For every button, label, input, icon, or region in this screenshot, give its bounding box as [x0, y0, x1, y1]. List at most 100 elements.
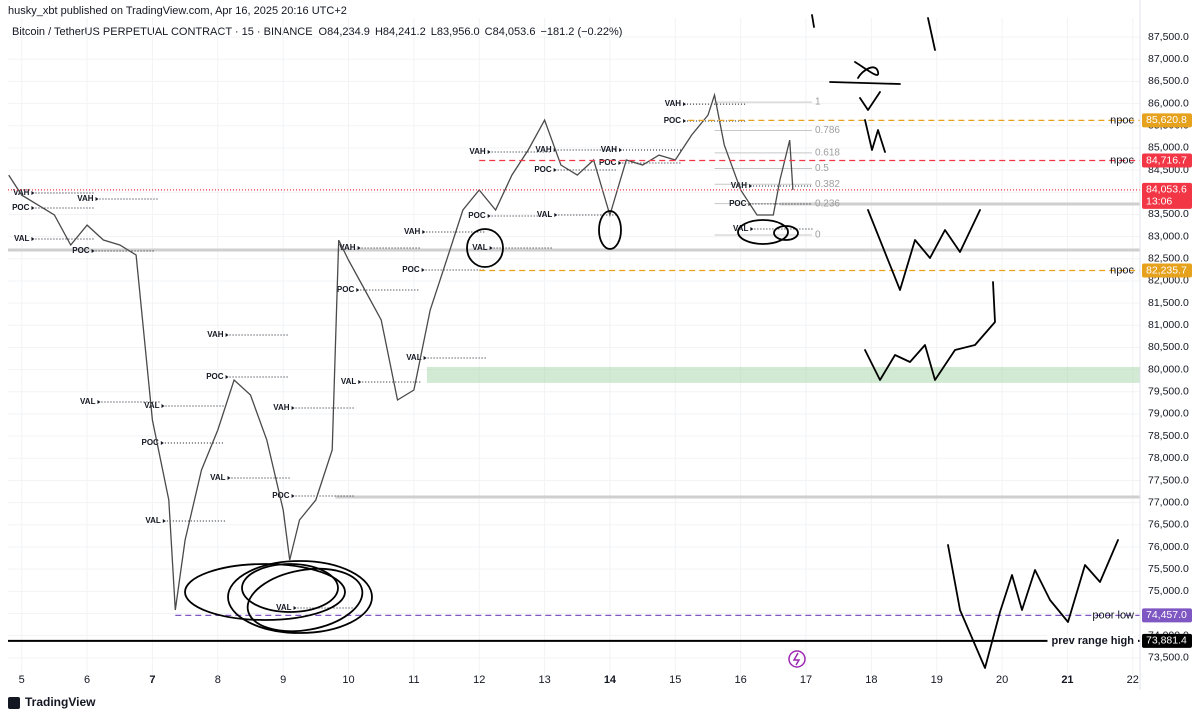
- profile-label: VAH: [404, 227, 421, 236]
- y-tick-label: 77,000.0: [1148, 496, 1189, 508]
- ohlc-key: L: [431, 26, 437, 38]
- footer: TradingView: [8, 695, 96, 709]
- y-tick-label: 82,000.0: [1148, 275, 1189, 287]
- profile-label: POC: [337, 285, 355, 294]
- level-name: prev range high: [1051, 635, 1134, 647]
- x-tick-label: 19: [931, 674, 943, 686]
- profile-label: VAL: [276, 603, 292, 612]
- countdown: 13:06: [1146, 196, 1172, 208]
- x-tick-label: 8: [215, 674, 221, 686]
- fib-label: 0.5: [815, 163, 829, 174]
- fib-label: 0.236: [815, 198, 840, 209]
- x-tick-label: 22: [1127, 674, 1139, 686]
- profile-arrow: [162, 518, 166, 523]
- price-box-label: 73,881.4: [1146, 635, 1187, 647]
- scribble: [867, 209, 981, 291]
- y-tick-label: 73,500.0: [1148, 652, 1189, 664]
- profile-arrow: [160, 441, 164, 446]
- level-name: npoc: [1110, 264, 1134, 276]
- profile-label: POC: [664, 116, 682, 125]
- profile-label: VAH: [13, 188, 30, 197]
- profile-label: VAL: [406, 353, 422, 362]
- y-tick-label: 80,500.0: [1148, 341, 1189, 353]
- y-tick-label: 83,000.0: [1148, 230, 1189, 242]
- x-tick-label: 7: [149, 674, 155, 686]
- y-tick-label: 76,500.0: [1148, 519, 1189, 531]
- y-tick-label: 75,500.0: [1148, 563, 1189, 575]
- fib-label: 0: [815, 230, 821, 241]
- scribble: [864, 281, 996, 381]
- y-tick-label: 87,000.0: [1148, 53, 1189, 65]
- fib-label: 0.382: [815, 179, 840, 190]
- profile-arrow: [553, 168, 557, 173]
- profile-label: VAL: [733, 224, 749, 233]
- profile-label: POC: [402, 265, 420, 274]
- profile-arrow: [358, 380, 362, 385]
- x-tick-label: 15: [669, 674, 681, 686]
- profile-arrow: [31, 237, 35, 242]
- y-tick-label: 81,000.0: [1148, 319, 1189, 331]
- profile-arrow: [225, 333, 229, 338]
- profile-arrow: [487, 150, 491, 155]
- scribble: [241, 563, 339, 613]
- profile-arrow: [161, 404, 165, 409]
- x-tick-label: 10: [342, 674, 354, 686]
- profile-label: POC: [534, 165, 552, 174]
- scribble: [466, 228, 504, 268]
- profile-label: VAH: [207, 330, 224, 339]
- profile-arrow: [619, 148, 623, 153]
- x-tick-label: 13: [538, 674, 550, 686]
- y-tick-label: 79,000.0: [1148, 408, 1189, 420]
- profile-arrow: [487, 214, 491, 219]
- profile-label: POC: [142, 438, 160, 447]
- profile-label: VAL: [537, 210, 553, 219]
- profile-arrow: [227, 475, 231, 480]
- profile-arrow: [683, 119, 687, 124]
- brand: TradingView: [25, 695, 96, 709]
- price-box: [1142, 608, 1192, 623]
- scribble: [947, 539, 1119, 669]
- x-tick-label: 14: [604, 674, 617, 686]
- x-tick-label: 6: [84, 674, 90, 686]
- logo: [8, 697, 20, 709]
- x-tick-label: 21: [1061, 674, 1073, 686]
- zone: [426, 366, 1140, 383]
- scribble: [773, 225, 799, 241]
- profile-arrow: [423, 356, 427, 361]
- x-tick-label: 17: [800, 674, 812, 686]
- y-tick-label: 79,500.0: [1148, 386, 1189, 398]
- scribble: [598, 210, 622, 250]
- profile-arrow: [683, 102, 687, 107]
- price-box: [1142, 182, 1192, 209]
- profile-label: POC: [729, 199, 747, 208]
- y-tick-label: 78,000.0: [1148, 452, 1189, 464]
- profile-arrow: [95, 197, 99, 202]
- fib-label: 0.786: [815, 125, 840, 136]
- price-box: [1142, 263, 1192, 278]
- profile-label: VAH: [469, 147, 486, 156]
- scribble: [737, 219, 789, 245]
- plot: 0 0.236 0.382 0.5 0.618 0.786 1 VAH POC VAL VAH POC…: [8, 18, 1140, 680]
- ohlc-value: 84,241.2: [383, 26, 426, 38]
- y-tick-label: 86,500.0: [1148, 75, 1189, 87]
- scribble: [811, 14, 936, 51]
- profile-arrow: [421, 268, 425, 273]
- scribble: [246, 567, 364, 633]
- fib-label: 0.618: [815, 148, 840, 159]
- change: −181.2 (−0.22%): [540, 26, 622, 38]
- profile-label: POC: [72, 246, 90, 255]
- profile-arrow: [618, 161, 622, 166]
- alert-icon[interactable]: [788, 650, 806, 668]
- x-tick-label: 5: [19, 674, 25, 686]
- price-box-label: 74,457.0: [1146, 609, 1187, 621]
- x-tick-label: 9: [280, 674, 286, 686]
- publisher: husky_xbt published on TradingView.com, …: [8, 5, 347, 17]
- profile-label: POC: [468, 211, 486, 220]
- x-tick-label: 20: [996, 674, 1008, 686]
- y-tick-label: 86,000.0: [1148, 97, 1189, 109]
- y-tick-label: 75,000.0: [1148, 585, 1189, 597]
- y-tick-label: 85,000.0: [1148, 142, 1189, 154]
- price-box-label: 82,235.7: [1146, 264, 1187, 276]
- price-line: [8, 92, 794, 611]
